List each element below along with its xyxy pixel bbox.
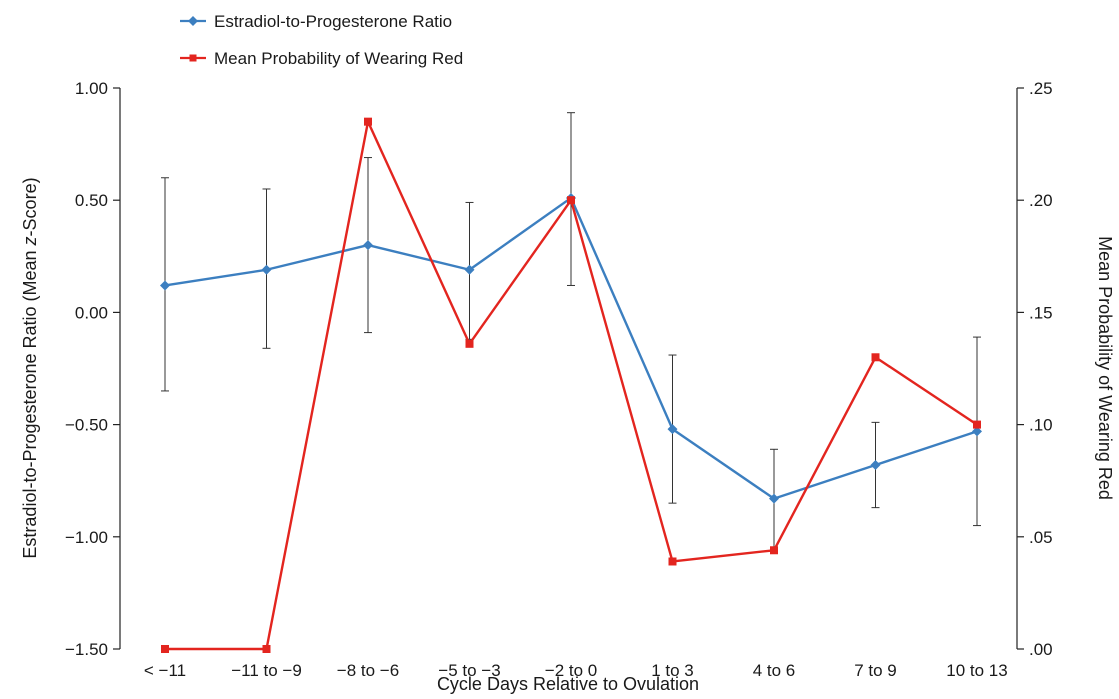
data-point-estradiol <box>870 459 881 470</box>
legend-marker-estradiol <box>188 16 198 26</box>
x-tick-label: −8 to −6 <box>337 661 399 680</box>
data-point-estradiol <box>769 493 779 504</box>
x-tick-label: −5 to −3 <box>438 661 500 680</box>
left-tick-label: −0.50 <box>65 416 108 435</box>
data-point-estradiol <box>667 424 678 435</box>
x-axis-title: Cycle Days Relative to Ovulation <box>437 674 699 694</box>
legend-item-estradiol: Estradiol-to-Progesterone Ratio <box>180 12 452 31</box>
data-point-wearing-red <box>465 339 474 348</box>
data-point-wearing-red <box>262 645 271 653</box>
x-tick-label: < −11 <box>144 661 186 680</box>
left-tick-label: 0.00 <box>75 303 108 322</box>
legend-label-estradiol: Estradiol-to-Progesterone Ratio <box>214 12 452 31</box>
data-point-estradiol <box>972 426 982 437</box>
legend-item-wearing-red: Mean Probability of Wearing Red <box>180 49 463 68</box>
data-point-estradiol <box>160 280 170 291</box>
x-tick-label: 1 to 3 <box>651 661 694 680</box>
left-tick-label: 1.00 <box>75 79 108 98</box>
left-tick-label: 0.50 <box>75 191 108 210</box>
legend-marker-wearing-red <box>189 54 197 62</box>
x-tick-label: 4 to 6 <box>753 661 796 680</box>
x-tick-label: −11 to −9 <box>231 661 302 680</box>
left-tick-label: −1.50 <box>65 640 108 659</box>
left-axis-title-prefix: Estradiol-to-Progesterone Ratio (Mean <box>20 245 40 558</box>
left-axis-title-italic: z <box>20 236 40 246</box>
error-bars <box>161 112 981 549</box>
data-point-wearing-red <box>364 117 372 126</box>
x-tick-label: −2 to 0 <box>545 661 597 680</box>
left-axis-title-suffix: -Score) <box>20 177 40 236</box>
x-axis-tick-labels: < −11 −11 to −9 −8 to −6 −5 to −3 −2 to 0 1 t… <box>144 661 1008 680</box>
axes: −1.50 −1.00 −0.50 0.00 0.50 1.00 .00 .05 .10 .15… <box>65 79 1053 680</box>
right-tick-label: .05 <box>1029 528 1053 547</box>
legend-label-wearing-red: Mean Probability of Wearing Red <box>214 49 463 68</box>
series-layer <box>160 117 982 653</box>
data-point-estradiol <box>363 240 373 251</box>
left-tick-label: −1.00 <box>65 528 108 547</box>
left-axis-title: Estradiol-to-Progesterone Ratio (Mean z-… <box>20 177 40 558</box>
data-point-wearing-red <box>161 645 169 653</box>
right-axis-ticks: .00 .05 .10 .15 .20 .25 <box>1017 79 1053 659</box>
data-point-estradiol <box>464 264 475 275</box>
x-tick-label: 10 to 13 <box>946 661 1007 680</box>
right-tick-label: .10 <box>1029 416 1053 435</box>
right-tick-label: .00 <box>1029 640 1053 659</box>
data-point-wearing-red <box>567 196 575 205</box>
right-tick-label: .15 <box>1029 303 1053 322</box>
x-tick-label: 7 to 9 <box>854 661 897 680</box>
right-axis-title: Mean Probability of Wearing Red <box>1095 236 1115 500</box>
right-tick-label: .20 <box>1029 191 1053 210</box>
right-tick-label: .25 <box>1029 79 1053 98</box>
data-point-wearing-red <box>973 420 981 429</box>
left-axis-ticks: −1.50 −1.00 −0.50 0.00 0.50 1.00 <box>65 79 120 659</box>
legend: Estradiol-to-Progesterone Ratio Mean Pro… <box>180 12 463 68</box>
data-point-wearing-red <box>770 546 778 555</box>
data-point-estradiol <box>261 264 272 275</box>
data-point-wearing-red <box>668 557 677 566</box>
data-point-wearing-red <box>871 353 880 362</box>
